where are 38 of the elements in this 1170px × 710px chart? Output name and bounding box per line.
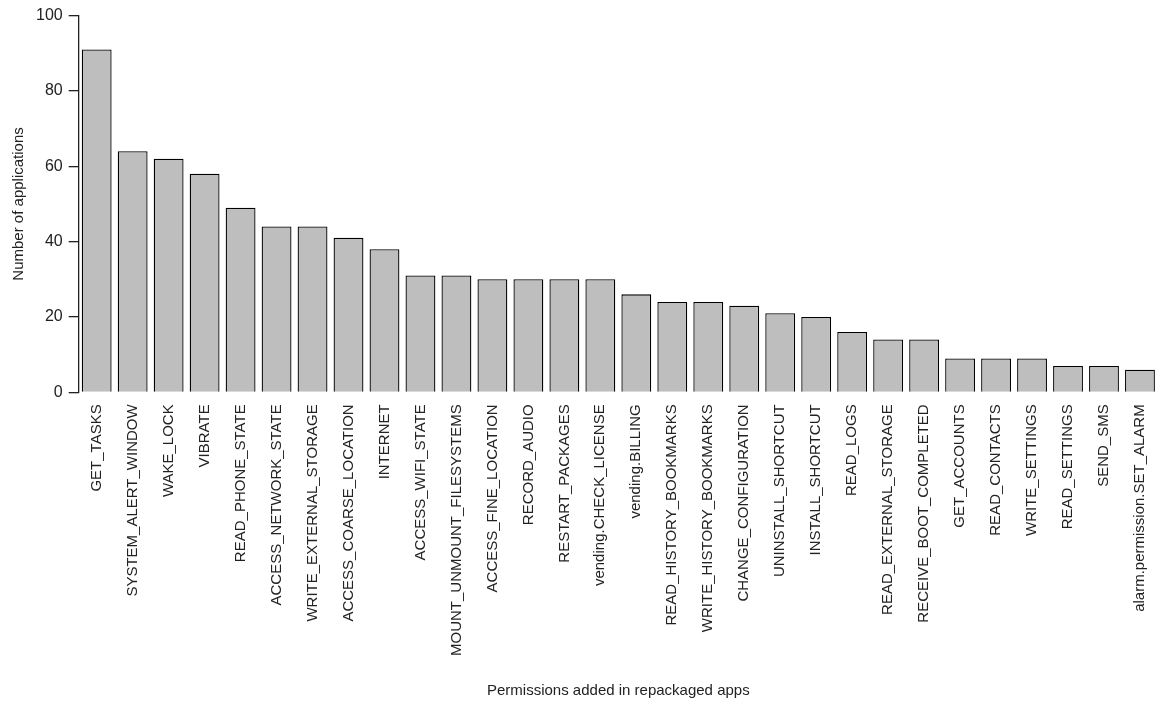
x-tick-label: WRITE_HISTORY_BOOKMARKS — [698, 404, 716, 633]
y-tick-label: 40 — [44, 232, 63, 250]
x-tick-label: vending.CHECK_LICENSE — [590, 404, 608, 587]
x-tick-label: READ_SETTINGS — [1058, 404, 1076, 530]
y-tick-label: 20 — [44, 307, 63, 325]
x-tick-label: READ_CONTACTS — [986, 404, 1004, 536]
x-tick-label: INTERNET — [374, 404, 392, 480]
x-tick-label: GET_TASKS — [86, 404, 104, 492]
y-tick-label: 60 — [44, 156, 63, 174]
x-tick-label: READ_EXTERNAL_STORAGE — [878, 404, 896, 615]
x-tick-label: vending.BILLING — [626, 404, 644, 519]
x-tick-label: ACCESS_COARSE_LOCATION — [338, 404, 356, 622]
x-tick-label: RECEIVE_BOOT_COMPLETED — [914, 404, 932, 623]
y-tick-label: 80 — [44, 81, 63, 99]
x-tick-label: SYSTEM_ALERT_WINDOW — [122, 403, 140, 597]
x-tick-label: MOUNT_UNMOUNT_FILESYSTEMS — [446, 404, 464, 657]
x-tick-label: READ_PHONE_STATE — [230, 404, 248, 563]
x-tick-label: alarm.permission.SET_ALARM — [1130, 404, 1148, 612]
x-tick-label: CHANGE_CONFIGURATION — [734, 404, 752, 602]
x-tick-label: RECORD_AUDIO — [518, 404, 536, 526]
x-tick-label: ACCESS_NETWORK_STATE — [266, 404, 284, 606]
x-tick-label: READ_LOGS — [842, 404, 860, 497]
x-tick-label: SEND_SMS — [1094, 404, 1112, 487]
x-tick-label: WRITE_EXTERNAL_STORAGE — [302, 404, 320, 622]
x-tick-label: WRITE_SETTINGS — [1022, 404, 1040, 536]
x-tick-label: WAKE_LOCK — [158, 404, 176, 498]
x-tick-label: UNINSTALL_SHORTCUT — [770, 404, 788, 578]
x-axis-title: Permissions added in repackaged apps — [486, 681, 750, 699]
y-axis-title: Number of applications — [9, 127, 27, 281]
x-tick-label: VIBRATE — [194, 404, 212, 468]
x-tick-label: READ_HISTORY_BOOKMARKS — [662, 404, 680, 626]
x-tick-label: RESTART_PACKAGES — [554, 404, 572, 563]
x-tick-label: ACCESS_WIFI_STATE — [410, 404, 428, 561]
x-tick-label: GET_ACCOUNTS — [950, 404, 968, 528]
x-tick-label: INSTALL_SHORTCUT — [806, 404, 824, 556]
y-tick-label: 0 — [53, 382, 63, 400]
x-tick-label: ACCESS_FINE_LOCATION — [482, 404, 500, 593]
y-tick-label: 100 — [35, 6, 63, 24]
